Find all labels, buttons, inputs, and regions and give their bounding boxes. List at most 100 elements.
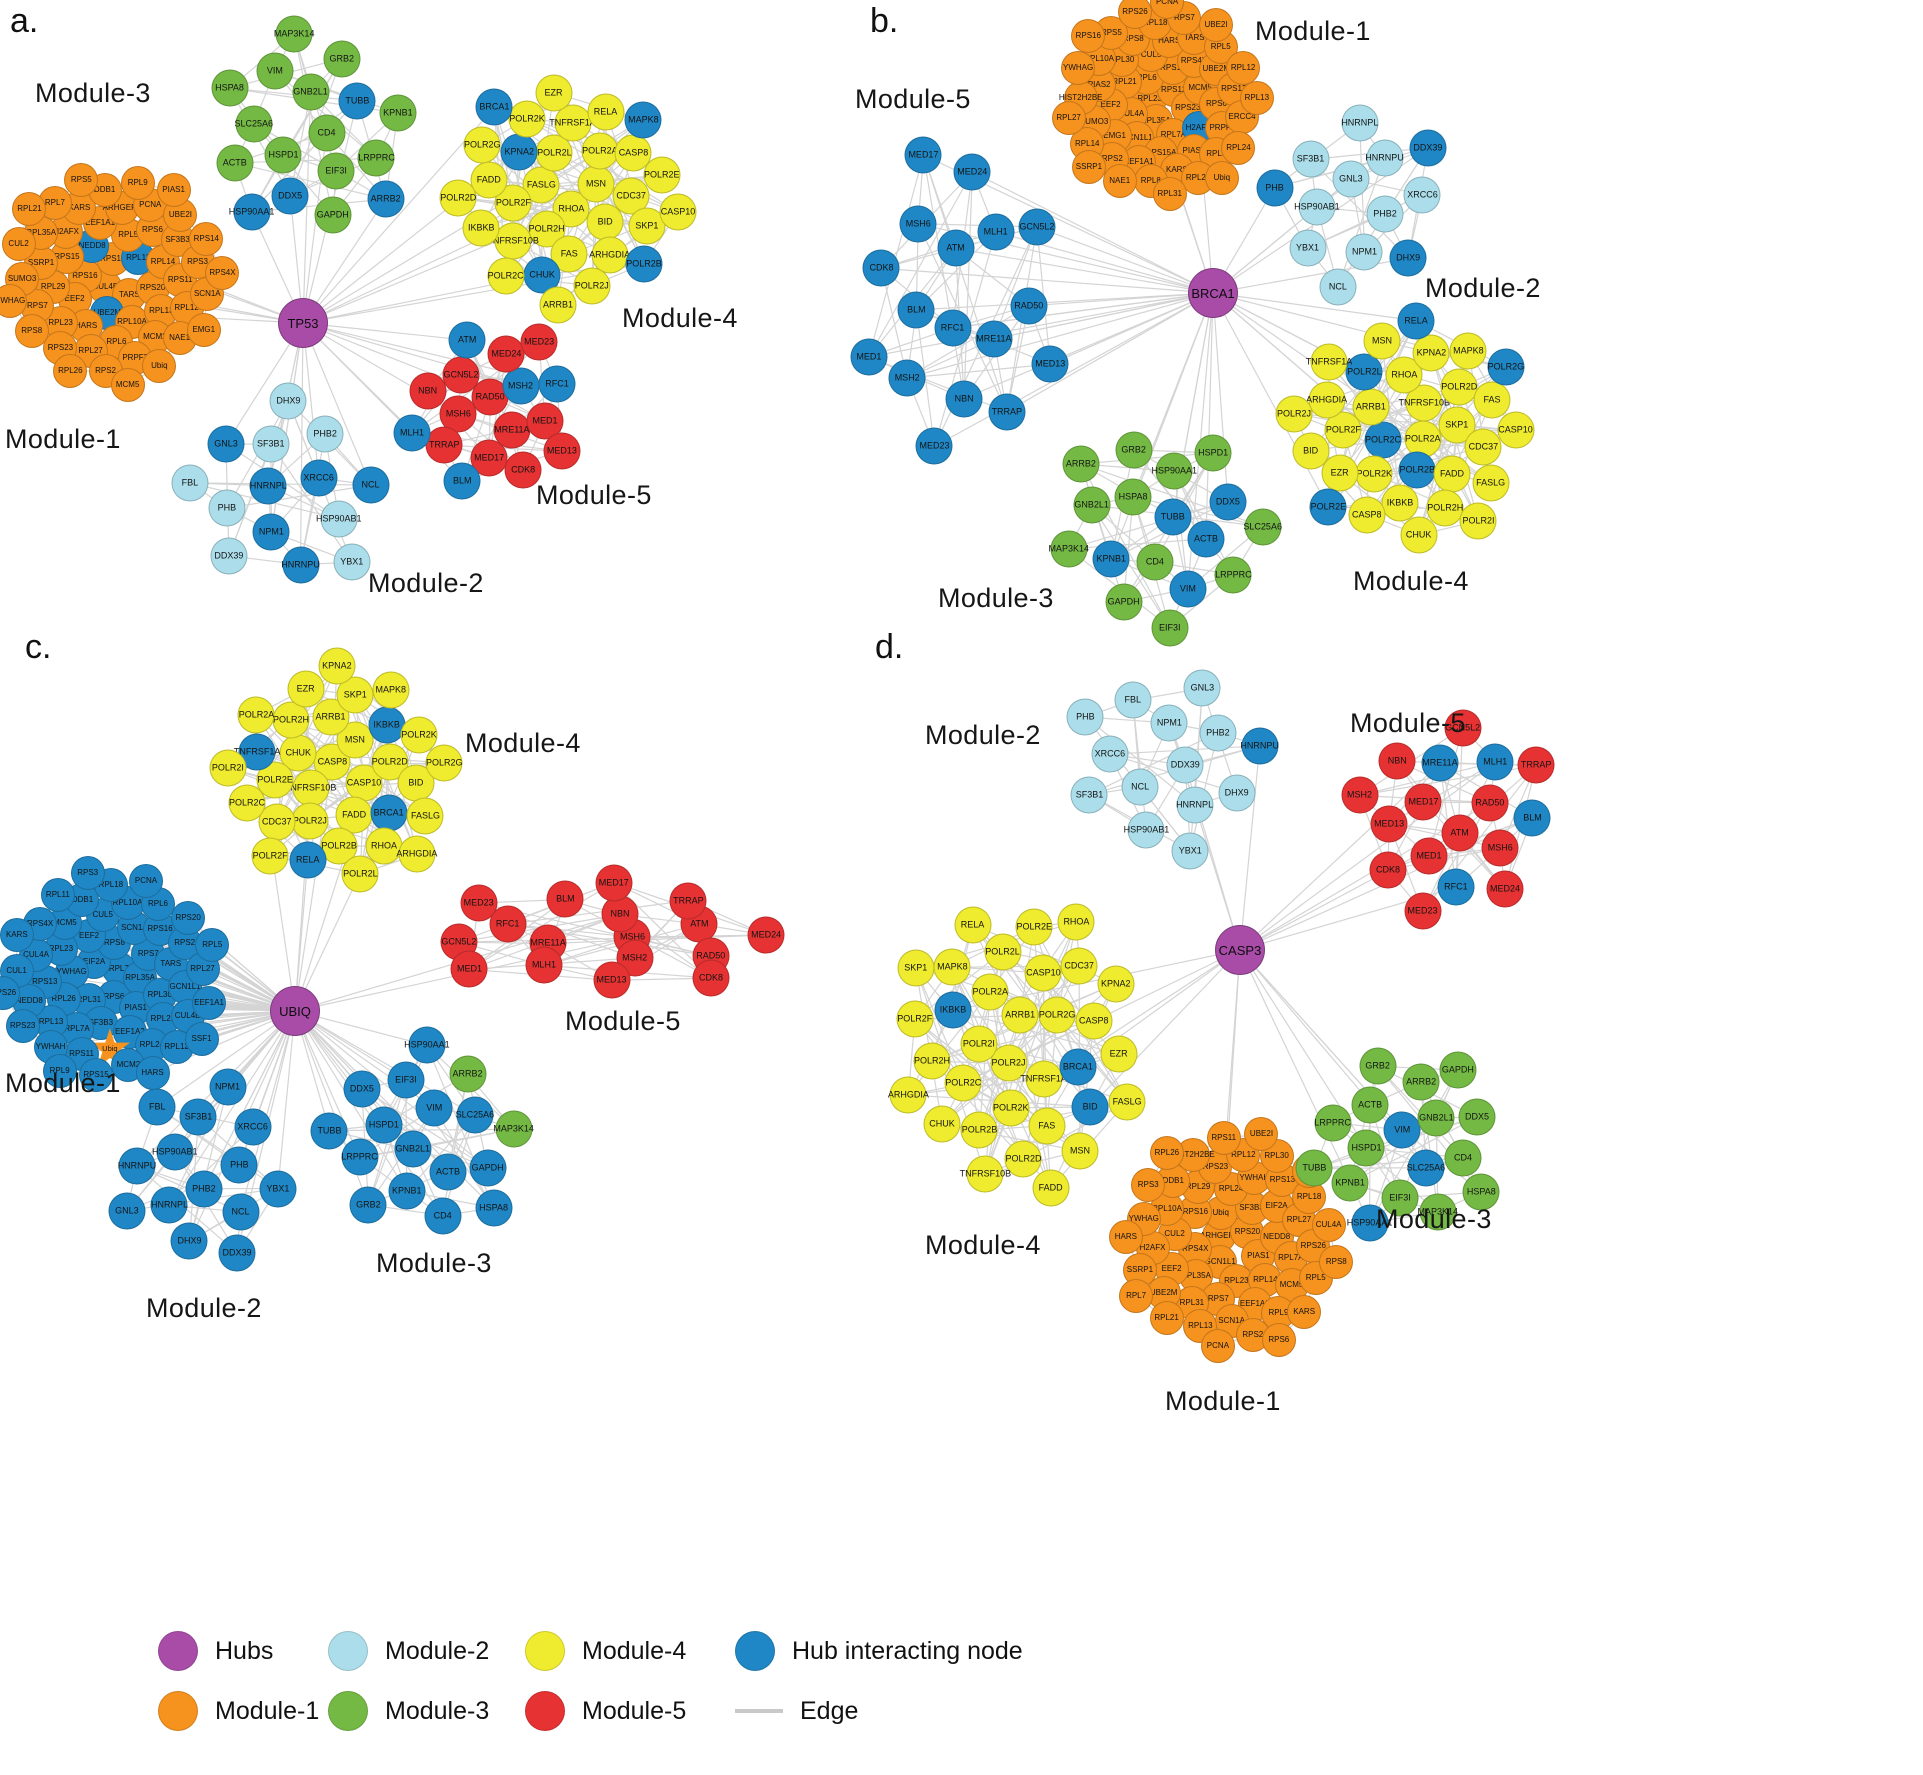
- node-hars: HARS: [135, 1056, 170, 1091]
- node-mapk8: MAPK8: [624, 101, 662, 139]
- edge: [1079, 1020, 1095, 1152]
- node-ezr: EZR: [1321, 454, 1359, 492]
- node-cd4: CD4: [308, 114, 346, 152]
- node-polr2a: POLR2A: [237, 696, 275, 734]
- node-med1: MED1: [1410, 837, 1448, 875]
- module-label-module-4: Module-4: [622, 303, 738, 333]
- module-label-module-1: Module-1: [5, 424, 121, 454]
- node-slc25a6: SLC25A6: [1243, 508, 1282, 546]
- node-npm1: NPM1: [1150, 704, 1188, 742]
- node-hnrnpl: HNRNPL: [150, 1186, 188, 1224]
- node-ncl: NCL: [222, 1193, 260, 1231]
- module-label-module-3: Module-3: [1376, 1204, 1492, 1234]
- node-msh6: MSH6: [439, 395, 477, 433]
- node-nae1: NAE1: [1102, 163, 1137, 198]
- edge: [294, 1010, 361, 1158]
- node-bid: BID: [1071, 1088, 1109, 1126]
- node-rpl24: RPL24: [1221, 131, 1256, 166]
- legend-item-module-3: Module-3: [328, 1688, 525, 1734]
- node-ssrp1: SSRP1: [1071, 150, 1106, 185]
- edge: [294, 859, 309, 1012]
- node-arhgdia: ARHGDIA: [888, 1076, 929, 1114]
- edge: [1042, 973, 1048, 1126]
- node-rps5: RPS5: [64, 162, 99, 197]
- legend: Hubs Module-2 Module-4 Hub interacting node…: [158, 1628, 1023, 1734]
- node-polr2c: POLR2C: [1364, 421, 1402, 459]
- module-label-module-1: Module-1: [1255, 16, 1371, 46]
- node-rpl13: RPL13: [1183, 1309, 1218, 1344]
- node-sf3b1: SF3B1: [1070, 776, 1108, 814]
- node-slc25a6: SLC25A6: [456, 1096, 494, 1134]
- node-rad50: RAD50: [1471, 784, 1509, 822]
- module-label-module-2: Module-2: [1425, 273, 1541, 303]
- edge: [554, 152, 679, 213]
- node-polr2h: POLR2H: [1426, 489, 1464, 527]
- node-arrb2: ARRB2: [367, 180, 405, 218]
- node-actb: ACTB: [1351, 1086, 1389, 1124]
- node-hspa8: HSPA8: [475, 1189, 513, 1227]
- node-polr2d: POLR2D: [1440, 368, 1478, 406]
- node-polr2l: POLR2L: [1345, 353, 1383, 391]
- node-chuk: CHUK: [923, 1105, 961, 1143]
- node-ddx39: DDX39: [218, 1234, 256, 1272]
- edge: [934, 292, 1214, 447]
- node-polr2f: POLR2F: [494, 184, 532, 222]
- node-polr2b: POLR2B: [625, 245, 663, 283]
- node-med13: MED13: [543, 432, 581, 470]
- node-med23: MED23: [1404, 892, 1442, 930]
- node-brca1: BRCA1: [475, 88, 513, 126]
- node-ikbkb: IKBKB: [368, 706, 406, 744]
- node-kpnb1: KPNB1: [1331, 1164, 1369, 1202]
- edge: [1337, 157, 1386, 287]
- node-bid: BID: [1292, 432, 1330, 470]
- node-ywhag: YWHAG: [0, 284, 28, 319]
- edge: [1307, 194, 1423, 249]
- node-casp10: CASP10: [1024, 954, 1062, 992]
- node-xrcc6: XRCC6: [1091, 735, 1129, 773]
- node-fadd: FADD: [470, 161, 508, 199]
- node-ddx39: DDX39: [1409, 129, 1447, 167]
- node-polr2f: POLR2F: [896, 1000, 934, 1038]
- node-arrb2: ARRB2: [1062, 445, 1100, 483]
- node-ybx1: YBX1: [1171, 832, 1209, 870]
- node-arrb1: ARRB1: [539, 286, 577, 324]
- node-cdc37: CDC37: [258, 803, 296, 841]
- node-rps26: RPS26: [1117, 0, 1152, 30]
- node-casp10: CASP10: [1497, 411, 1535, 449]
- node-ncl: NCL: [1121, 768, 1159, 806]
- node-phb: PHB: [1256, 169, 1294, 207]
- node-polr2e: POLR2E: [1309, 488, 1347, 526]
- node-tubb: TUBB: [310, 1112, 348, 1150]
- node-hsp90aa1: HSP90AA1: [1152, 452, 1197, 490]
- node-rpl12: RPL12: [1226, 51, 1261, 86]
- edge: [993, 226, 1038, 340]
- node-hnrnpl: HNRNPL: [1341, 104, 1378, 142]
- edge: [442, 1073, 469, 1216]
- edge: [1310, 159, 1409, 259]
- node-ddx39: DDX39: [1166, 746, 1204, 784]
- edge: [361, 1087, 489, 1169]
- node-hspa8: HSPA8: [211, 69, 249, 107]
- edge: [1068, 501, 1229, 550]
- node-rpl13: RPL13: [1239, 81, 1274, 116]
- node-tnfrsf1a: TNFRSF1A: [1020, 1060, 1067, 1098]
- edge: [1397, 760, 1537, 766]
- edge: [227, 767, 355, 816]
- node-msn: MSN: [577, 165, 615, 203]
- node-trrap: TRRAP: [1517, 746, 1555, 784]
- node-polr2k: POLR2K: [400, 716, 438, 754]
- node-phb: PHB: [1066, 698, 1104, 736]
- node-vim: VIM: [1383, 1111, 1421, 1149]
- node-mlh1: MLH1: [1476, 743, 1514, 781]
- node-rpl11: RPL11: [40, 878, 75, 913]
- node-actb: ACTB: [429, 1153, 467, 1191]
- node-map3k14: MAP3K14: [1048, 530, 1089, 568]
- node-kpnb1: KPNB1: [379, 94, 417, 132]
- hub-tp53: TP53: [278, 298, 328, 348]
- node-cdk8: CDK8: [862, 249, 900, 287]
- node-cdc37: CDC37: [1464, 428, 1502, 466]
- node-hspd1: HSPD1: [264, 136, 302, 174]
- node-rps3: RPS3: [1131, 1167, 1166, 1202]
- node-tubb: TUBB: [1295, 1149, 1333, 1187]
